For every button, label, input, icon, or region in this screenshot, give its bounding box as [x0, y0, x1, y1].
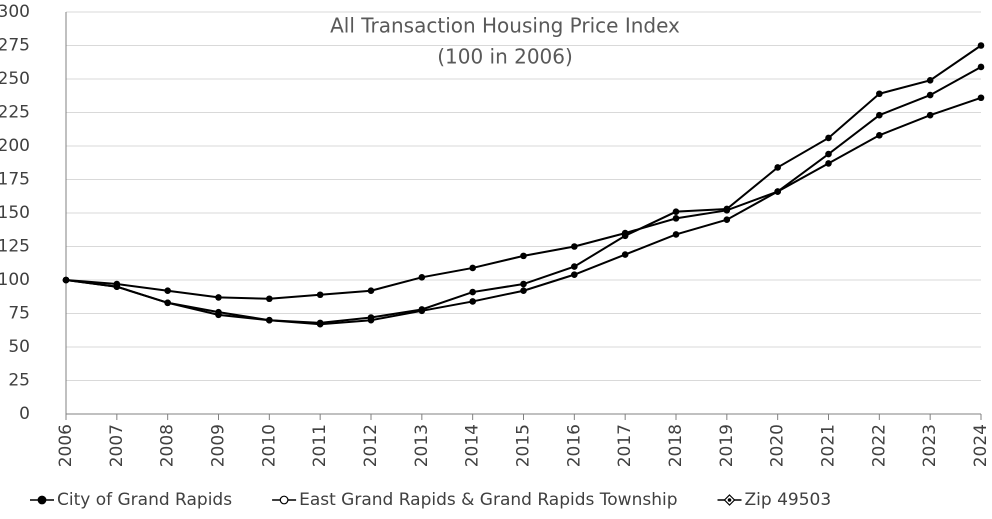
x-tick-label: 2012 — [361, 424, 381, 467]
data-point — [316, 319, 324, 327]
data-point — [571, 243, 578, 250]
data-point — [672, 215, 680, 222]
x-tick-label: 2017 — [615, 424, 635, 467]
y-tick-label: 75 — [8, 304, 30, 324]
chart-title: All Transaction Housing Price Index — [330, 14, 680, 38]
data-point — [977, 94, 985, 102]
data-point — [672, 208, 680, 215]
x-tick-label: 2022 — [869, 424, 889, 467]
data-point — [571, 271, 578, 278]
x-tick-label: 2011 — [310, 424, 330, 467]
y-tick-label: 225 — [0, 103, 30, 123]
data-point — [825, 134, 832, 142]
chart-subtitle: (100 in 2006) — [437, 45, 573, 69]
data-point — [469, 288, 476, 296]
data-point — [520, 280, 527, 288]
data-point — [266, 316, 273, 324]
data-point — [266, 295, 273, 303]
data-point — [723, 205, 731, 213]
data-point — [367, 287, 375, 295]
y-tick-label: 150 — [0, 203, 30, 223]
x-tick-label: 2014 — [463, 424, 483, 467]
data-point — [469, 264, 476, 272]
data-point — [621, 232, 629, 240]
y-tick-label: 300 — [0, 2, 30, 22]
x-tick-label: 2019 — [717, 424, 737, 467]
legend-label: East Grand Rapids & Grand Rapids Townshi… — [299, 490, 677, 510]
data-point — [926, 77, 934, 84]
legend-marker-dot — [727, 498, 732, 502]
x-tick-label: 2024 — [971, 424, 991, 467]
x-tick-label: 2006 — [56, 424, 76, 467]
data-point — [672, 231, 680, 238]
y-tick-label: 25 — [8, 371, 30, 391]
x-tick-label: 2008 — [158, 424, 178, 467]
legend-marker — [37, 495, 47, 505]
data-point — [876, 111, 883, 119]
data-point — [418, 306, 426, 313]
x-tick-label: 2015 — [514, 424, 534, 467]
data-point — [876, 90, 883, 98]
data-point — [977, 42, 985, 49]
data-point — [316, 291, 324, 299]
y-tick-label: 175 — [0, 170, 30, 190]
y-tick-label: 0 — [19, 404, 30, 424]
data-point — [774, 188, 781, 195]
data-point — [621, 251, 629, 258]
data-point — [876, 131, 883, 139]
data-point — [723, 216, 731, 223]
data-point — [113, 283, 121, 291]
data-point — [825, 160, 832, 167]
data-point — [164, 287, 171, 295]
data-point — [774, 164, 781, 171]
y-tick-label: 250 — [0, 69, 30, 89]
x-tick-label: 2010 — [259, 424, 279, 467]
x-tick-label: 2013 — [412, 424, 432, 467]
data-point — [62, 276, 70, 284]
data-point — [825, 150, 832, 158]
x-tick-label: 2016 — [564, 424, 584, 467]
data-point — [571, 263, 578, 270]
data-point — [926, 91, 934, 99]
y-tick-label: 275 — [0, 36, 30, 56]
data-point — [418, 274, 426, 281]
x-tick-label: 2018 — [666, 424, 686, 467]
data-point — [164, 299, 171, 307]
data-point — [926, 111, 934, 119]
y-tick-label: 50 — [8, 337, 30, 357]
legend-label: City of Grand Rapids — [57, 490, 232, 510]
x-tick-label: 2023 — [920, 424, 940, 467]
y-tick-label: 125 — [0, 237, 30, 257]
data-point — [469, 298, 476, 305]
legend-marker — [279, 495, 289, 505]
series-line — [65, 96, 982, 300]
x-tick-label: 2020 — [768, 424, 788, 467]
data-point — [215, 294, 222, 301]
data-point — [367, 314, 375, 321]
x-tick-label: 2021 — [819, 424, 839, 467]
legend-label: Zip 49503 — [745, 490, 832, 510]
data-point — [977, 63, 985, 71]
x-tick-label: 2007 — [107, 424, 127, 467]
y-tick-label: 200 — [0, 136, 30, 156]
data-point — [520, 287, 527, 295]
y-tick-label: 100 — [0, 270, 30, 290]
data-point — [520, 252, 527, 260]
x-tick-label: 2009 — [209, 424, 229, 467]
data-point — [215, 308, 222, 316]
